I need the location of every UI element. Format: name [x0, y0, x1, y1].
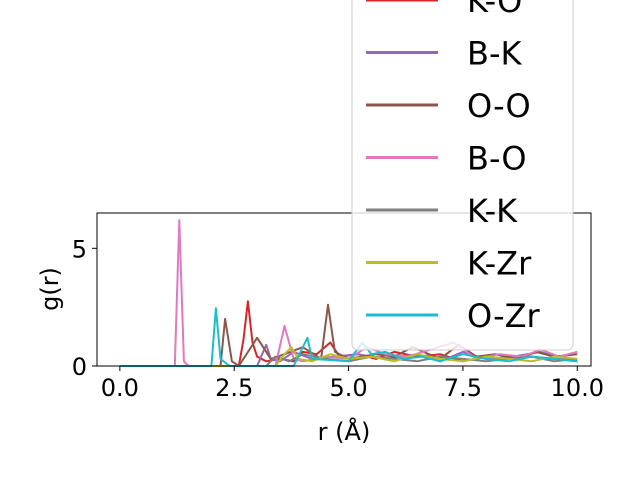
y-tick-label: 5 [72, 235, 87, 263]
x-tick-label: 7.5 [444, 374, 482, 402]
series-line-k-k [119, 353, 578, 367]
x-tick-label: 0.0 [101, 374, 139, 402]
legend-items: K-O B-K O-O B-O K-K K-Zr O-Zr [366, 0, 541, 335]
legend-label-k-o: K-O [467, 0, 522, 20]
x-tick-label: 5.0 [329, 374, 367, 402]
legend-label-o-zr: O-Zr [467, 297, 541, 335]
legend-label-k-zr: K-Zr [467, 245, 532, 283]
legend: K-O B-K O-O B-O K-K K-Zr O-Zr [351, 0, 574, 351]
plot-frame [96, 212, 592, 367]
x-tick-label: 10.0 [551, 374, 604, 402]
x-axis: 0.0 2.5 5.0 7.5 10.0 [101, 366, 604, 402]
series-line-k-zr [119, 346, 578, 367]
legend-label-o-o: O-O [467, 87, 531, 125]
x-axis-label: r (Å) [318, 417, 371, 446]
x-tick-label: 2.5 [215, 374, 253, 402]
y-tick-label: 0 [72, 353, 87, 381]
legend-label-b-k: B-K [467, 35, 523, 73]
y-axis: 05 [72, 235, 97, 381]
y-axis-label: g(r) [36, 267, 64, 311]
legend-label-b-o: B-O [467, 140, 527, 178]
legend-label-k-k: K-K [467, 192, 518, 230]
series-line-b-o [119, 219, 578, 367]
